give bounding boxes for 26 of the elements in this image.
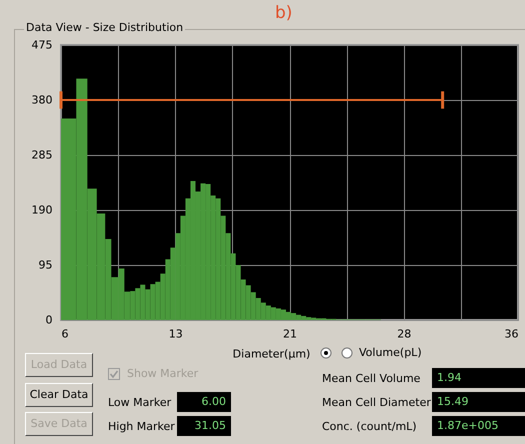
y-tick-label: 0 xyxy=(46,314,52,326)
text: Conc. (count/mL) xyxy=(322,420,417,433)
x-tick-label: 13 xyxy=(168,328,183,340)
y-tick-label: 475 xyxy=(32,38,52,52)
text: 1.94 xyxy=(432,368,525,388)
text: High Marker xyxy=(108,420,175,433)
text: 6.00 xyxy=(177,392,231,412)
text: Clear Data xyxy=(25,383,93,407)
chart-title: Data View - Size Distribution xyxy=(24,21,186,34)
text: Mean Cell Diameter xyxy=(322,396,431,409)
text: Low Marker xyxy=(108,396,172,409)
x-axis-title: Diameter(μm) xyxy=(232,348,310,360)
text: b) xyxy=(272,3,296,23)
text: 1.87e+005 xyxy=(432,416,525,436)
y-tick-label: 95 xyxy=(38,258,52,272)
x-tick-label: 28 xyxy=(397,328,412,340)
x-tick-label: 36 xyxy=(504,328,518,340)
y-tick-label: 285 xyxy=(32,148,52,162)
text: 15.49 xyxy=(432,392,525,412)
text: Mean Cell Volume xyxy=(322,372,420,385)
y-tick-label: 380 xyxy=(32,94,52,106)
text: 31.05 xyxy=(177,416,231,436)
x-tick-label: 21 xyxy=(283,328,297,340)
text: Volume(pL) xyxy=(359,346,422,359)
y-tick-label: 190 xyxy=(32,204,52,216)
x-tick-label: 6 xyxy=(62,328,68,340)
